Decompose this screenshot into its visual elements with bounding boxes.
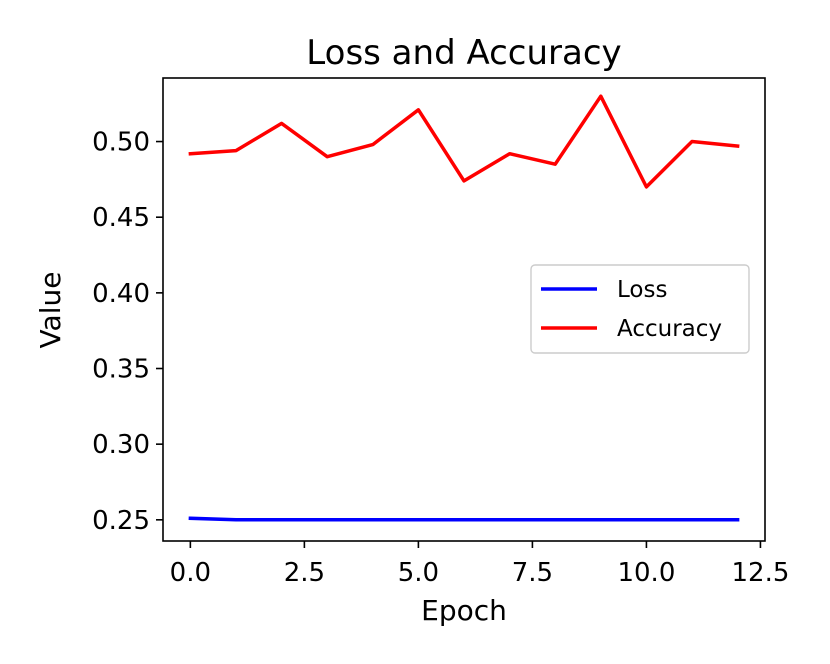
legend-label-loss: Loss xyxy=(617,277,667,303)
y-tick-label: 0.35 xyxy=(92,355,150,385)
legend-box xyxy=(530,264,750,354)
y-tick-label: 0.30 xyxy=(92,430,150,460)
x-tick-label: 2.5 xyxy=(284,558,325,588)
legend-label-accuracy: Accuracy xyxy=(617,316,722,342)
y-tick-label: 0.40 xyxy=(92,279,150,309)
x-axis-label: Epoch xyxy=(421,594,507,627)
x-tick-label: 12.5 xyxy=(731,558,789,588)
series-line-loss xyxy=(188,516,740,522)
x-tick-label: 7.5 xyxy=(512,558,553,588)
x-axis-ticks: 0.0 2.5 5.0 7.5 10.0 12.5 xyxy=(170,541,789,588)
legend: Loss Accuracy xyxy=(530,264,750,354)
plot-area-frame xyxy=(162,77,766,542)
plot-series xyxy=(188,94,740,522)
chart-title: Loss and Accuracy xyxy=(306,33,621,73)
x-tick-label: 0.0 xyxy=(170,558,211,588)
series-line-accuracy xyxy=(188,94,740,189)
y-axis-ticks: 0.25 0.30 0.35 0.40 0.45 0.50 xyxy=(92,128,163,536)
y-tick-label: 0.25 xyxy=(92,506,150,536)
x-tick-label: 10.0 xyxy=(617,558,675,588)
x-tick-label: 5.0 xyxy=(398,558,439,588)
y-tick-label: 0.50 xyxy=(92,128,150,158)
y-axis-label: Value xyxy=(34,272,67,349)
y-tick-label: 0.45 xyxy=(92,203,150,233)
